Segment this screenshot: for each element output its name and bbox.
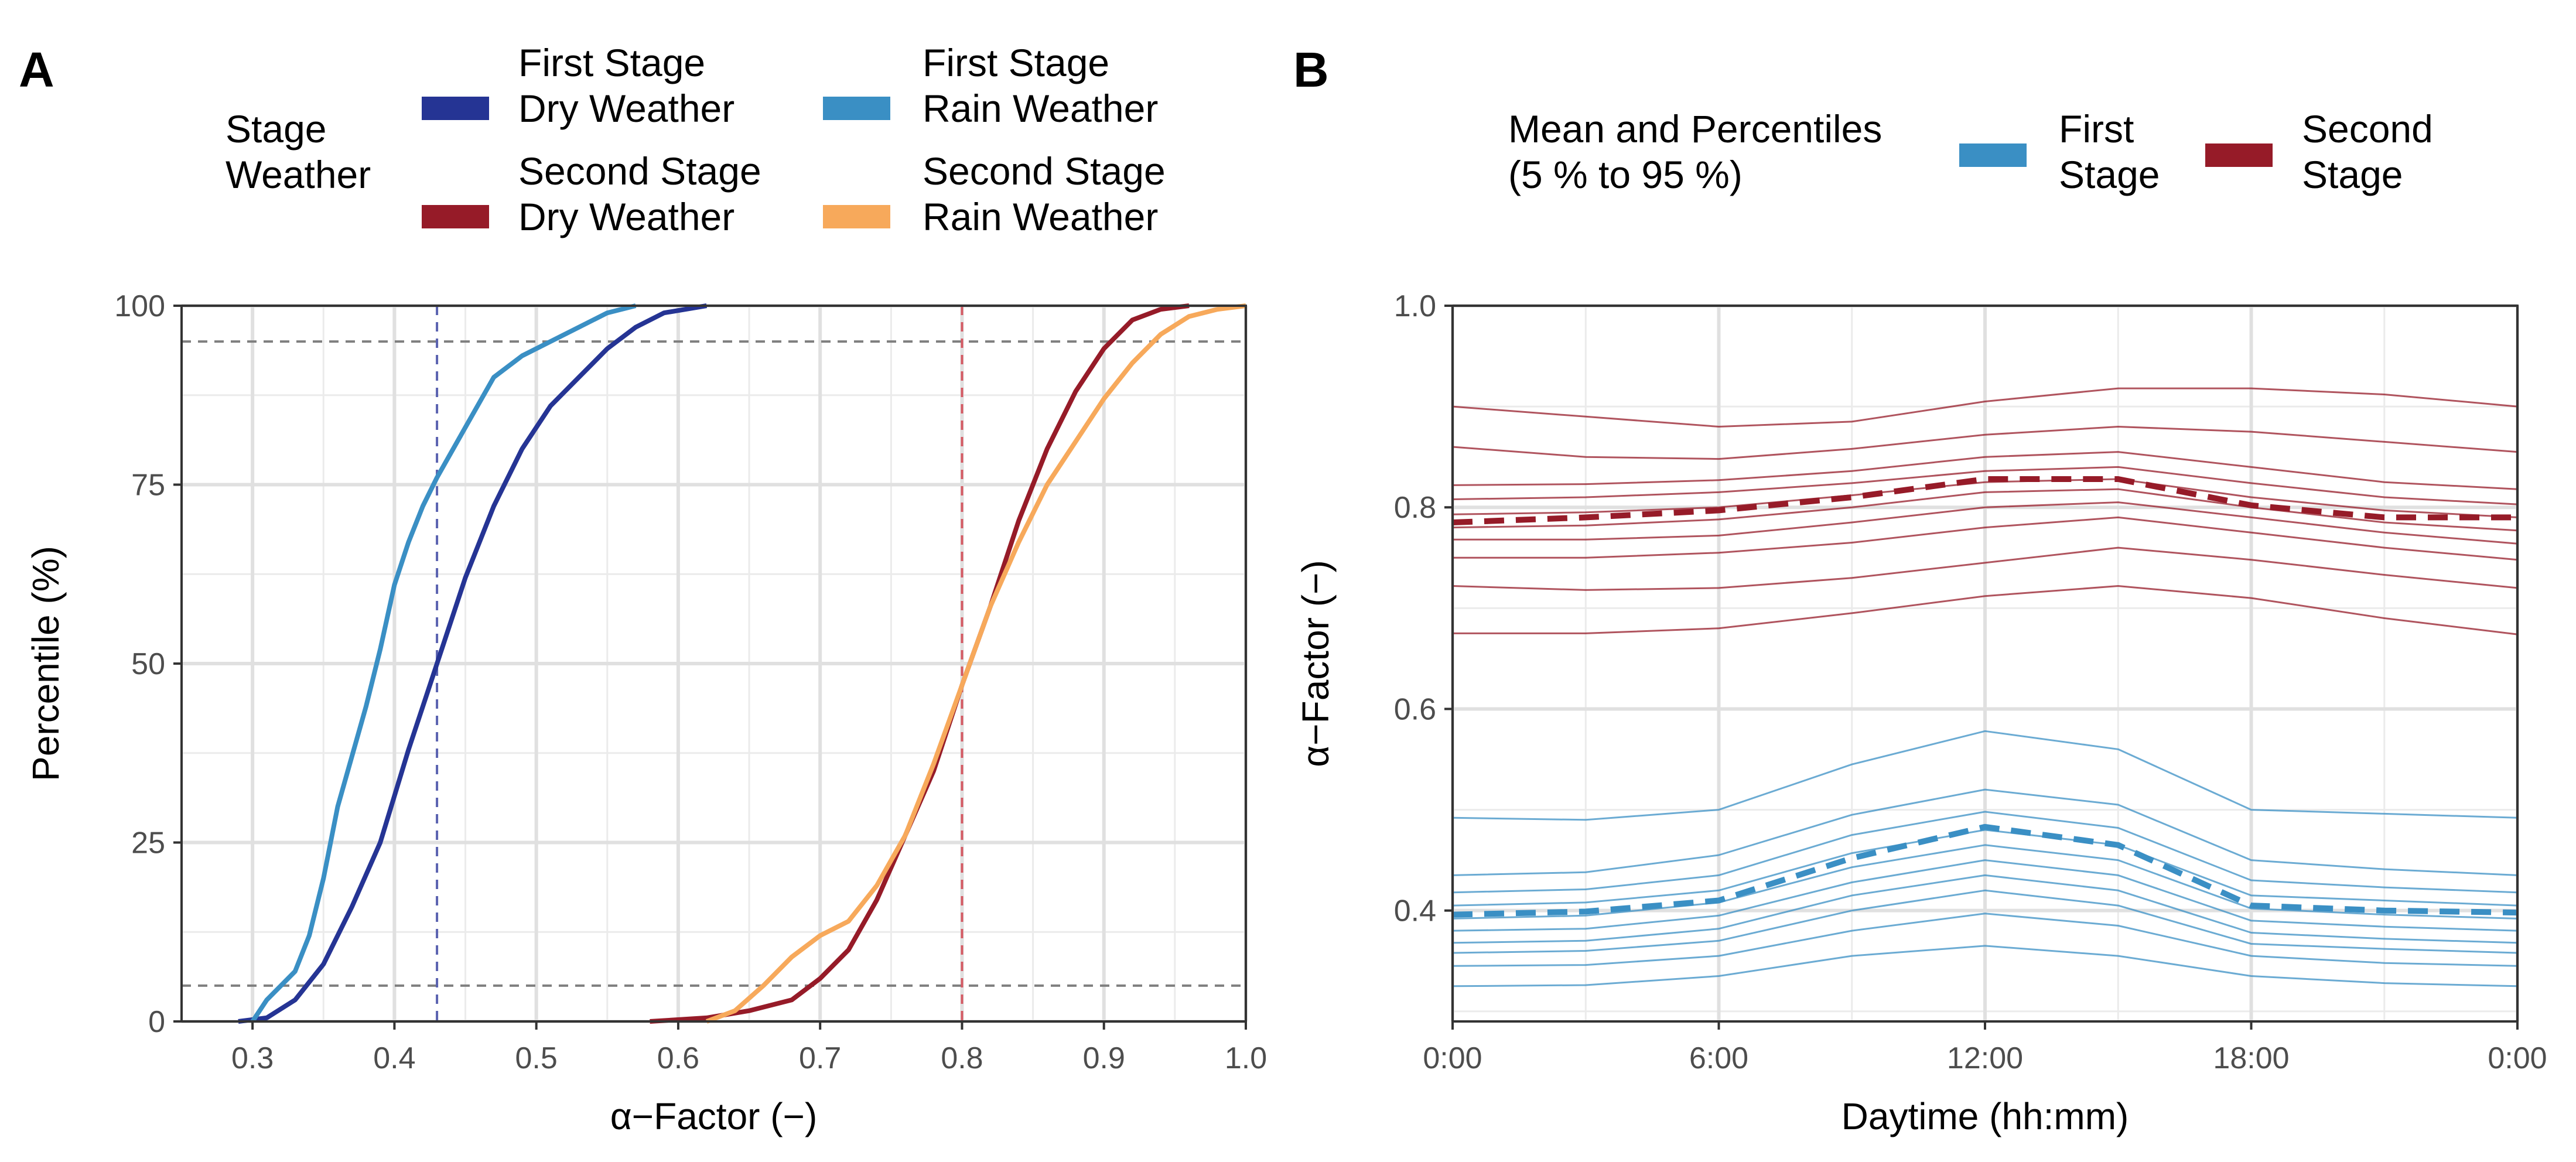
percentile-line-second-stage-p45 (1452, 488, 2518, 532)
percentile-line-second-stage-p25 (1453, 516, 2518, 561)
y-tick-label: 50 (131, 647, 165, 681)
percentile-line-first-stage-p45 (1452, 859, 2518, 932)
x-tick-label: 0.8 (941, 1041, 983, 1075)
x-tick-label: 0.3 (231, 1041, 274, 1075)
x-tick-label: 0:00 (1423, 1041, 1482, 1075)
legend-label-line: First Stage (923, 41, 1109, 84)
percentile-line-second-stage-p65 (1452, 466, 2518, 505)
legend-label: Second Stage Dry Weather (518, 149, 761, 238)
y-tick-label: 25 (131, 826, 165, 860)
percentile-line-second-stage-p35 (1453, 501, 2518, 545)
legend-label-line: Second Stage (923, 149, 1166, 193)
percentile-line-first-stage-p85 (1452, 788, 2518, 876)
mean-line-first-stage-mean (1452, 823, 2518, 918)
legend-label-line: Stage (2302, 153, 2403, 196)
legend-label-line: Stage (2059, 153, 2160, 196)
legend-label-line: Rain Weather (923, 87, 1158, 130)
panel-b-label: B (1293, 42, 1329, 97)
x-tick-label: 0.7 (799, 1041, 841, 1075)
x-tick-label: 1.0 (1225, 1041, 1267, 1075)
legend-title-line: Mean and Percentiles (1508, 107, 1882, 151)
legend-label: Second Stage Rain Weather (923, 149, 1166, 238)
percentile-line-first-stage-p65 (1452, 829, 2518, 907)
x-tick-label: 0.9 (1083, 1041, 1125, 1075)
y-tick-label: 100 (114, 289, 165, 323)
percentile-line-first-stage-p95 (1452, 730, 2518, 821)
legend-key-3 (823, 205, 890, 228)
legend-title: Mean and Percentiles (5 % to 95 %) (1508, 107, 1882, 196)
legend-label-line: Rain Weather (923, 195, 1158, 238)
percentile-line-second-stage-p15 (1452, 546, 2518, 591)
percentile-line-first-stage-p35 (1452, 874, 2518, 944)
percentile-line-first-stage-p25 (1452, 889, 2518, 954)
percentile-line-second-stage-p75 (1452, 451, 2518, 490)
legend-label-line: Dry Weather (518, 87, 734, 130)
x-tick-label: 0.6 (657, 1041, 699, 1075)
y-tick-label: 0.8 (1394, 491, 1436, 525)
y-axis-title: Percentile (%) (25, 546, 67, 781)
x-tick-label: 12:00 (1947, 1041, 2023, 1075)
y-tick-label: 1.0 (1394, 289, 1436, 323)
x-tick-label: 0.5 (515, 1041, 558, 1075)
legend-key-2 (422, 205, 489, 228)
x-axis-title: α−Factor (−) (610, 1095, 818, 1137)
y-tick-label: 75 (131, 469, 165, 503)
legend-label-line: First (2059, 107, 2134, 151)
legend-title: Stage Weather (226, 107, 371, 196)
legend-key-1 (823, 97, 890, 120)
percentile-line-first-stage-p15 (1452, 912, 2518, 967)
percentile-line-second-stage-p5 (1453, 585, 2518, 635)
percentile-line-second-stage-p95 (1452, 387, 2518, 428)
percentile-line-first-stage-p5 (1452, 945, 2518, 987)
legend-key-1 (2205, 143, 2273, 167)
legend-label: First Stage Rain Weather (923, 41, 1158, 130)
panel-a-label: A (19, 42, 54, 97)
x-axis-title: Daytime (hh:mm) (1842, 1095, 2129, 1137)
x-tick-label: 0.4 (373, 1041, 415, 1075)
legend-title-line: (5 % to 95 %) (1508, 153, 1743, 196)
y-tick-label: 0.6 (1394, 692, 1436, 726)
legend-label-line: Second (2302, 107, 2433, 151)
legend-key-0 (422, 97, 489, 120)
percentile-line-second-stage-p55 (1452, 478, 2518, 518)
legend-key-0 (1959, 143, 2027, 167)
legend-label-line: Dry Weather (518, 195, 734, 238)
percentile-line-first-stage-p55 (1452, 844, 2518, 920)
y-tick-label: 0 (148, 1005, 165, 1039)
series-line-first-stage-dry-weather (238, 303, 708, 1024)
series-line-first-stage-rain-weather (250, 303, 637, 1023)
legend-label-line: Second Stage (518, 149, 761, 193)
legend-label: First Stage Dry Weather (518, 41, 734, 130)
legend-label: Second Stage (2302, 107, 2433, 196)
y-tick-label: 0.4 (1394, 894, 1436, 928)
y-axis-title: α−Factor (−) (1294, 560, 1337, 767)
percentile-line-first-stage-p75 (1452, 811, 2518, 894)
percentile-line-second-stage-p85 (1452, 426, 2518, 460)
series-line-second-stage-rain-weather (705, 303, 1246, 1024)
mean-line-second-stage-mean (1452, 476, 2517, 525)
legend-title-line: Stage (226, 107, 326, 151)
legend-label: First Stage (2059, 107, 2160, 196)
legend-label-line: First Stage (518, 41, 705, 84)
x-tick-label: 0:00 (2488, 1041, 2547, 1075)
legend-title-line: Weather (226, 153, 371, 196)
x-tick-label: 18:00 (2213, 1041, 2289, 1075)
x-tick-label: 6:00 (1689, 1041, 1748, 1075)
